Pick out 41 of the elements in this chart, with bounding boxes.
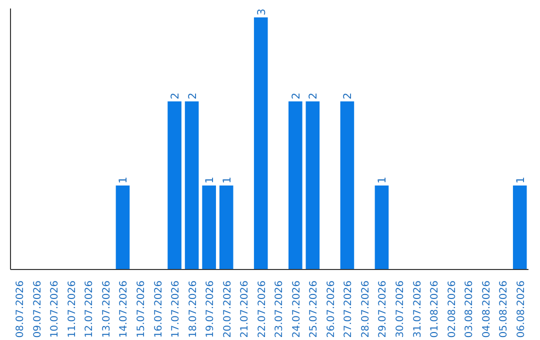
x-tick-label: 21.07.2026 [240, 280, 251, 338]
data-label: 1 [116, 176, 130, 184]
x-tick-label: 23.07.2026 [274, 280, 286, 338]
data-label: 3 [254, 8, 268, 16]
data-label: 2 [306, 92, 320, 100]
x-tick-label: 17.07.2026 [170, 280, 182, 338]
x-tick-label: 04.08.2026 [481, 280, 492, 338]
data-label: 2 [168, 92, 182, 100]
data-label: 1 [220, 176, 234, 184]
x-tick-label: 30.07.2026 [395, 280, 406, 338]
x-tick-label: 10.07.2026 [50, 280, 61, 338]
x-tick-label: 05.08.2026 [498, 280, 510, 338]
x-tick-label: 28.07.2026 [360, 280, 372, 338]
x-tick-label: 11.07.2026 [66, 280, 78, 338]
x-tick-label: 20.07.2026 [222, 280, 234, 338]
data-label: 1 [514, 176, 527, 184]
x-tick-label: 18.07.2026 [188, 280, 199, 338]
x-tick-label: 29.07.2026 [378, 280, 389, 338]
x-tick-label: 02.08.2026 [446, 280, 458, 338]
data-label: 2 [341, 92, 354, 100]
x-tick-label: 14.07.2026 [118, 280, 130, 338]
x-tick-label: 06.08.2026 [516, 280, 527, 338]
x-tick-label: 25.07.2026 [308, 280, 320, 338]
x-tick-label: 27.07.2026 [343, 280, 354, 338]
x-tick-label: 12.07.2026 [84, 280, 96, 338]
x-tick-label: 09.07.2026 [32, 280, 44, 338]
x-tick-label: 13.07.2026 [101, 280, 112, 338]
x-tick-label: 26.07.2026 [326, 280, 337, 338]
data-label: 2 [289, 92, 302, 100]
x-tick-label: 03.08.2026 [464, 280, 476, 338]
x-tick-label: 08.07.2026 [15, 280, 26, 338]
x-tick-label: 15.07.2026 [136, 280, 147, 338]
x-tick-label: 22.07.2026 [256, 280, 268, 338]
x-tick-label: 16.07.2026 [153, 280, 164, 338]
x-tick-label: 01.08.2026 [430, 280, 441, 338]
data-label: 1 [376, 176, 389, 184]
x-tick-label: 19.07.2026 [205, 280, 216, 338]
data-label: 2 [186, 92, 199, 100]
data-label: 1 [203, 176, 216, 184]
x-tick-label: 31.07.2026 [412, 280, 424, 338]
x-tick-label: 24.07.2026 [291, 280, 302, 338]
